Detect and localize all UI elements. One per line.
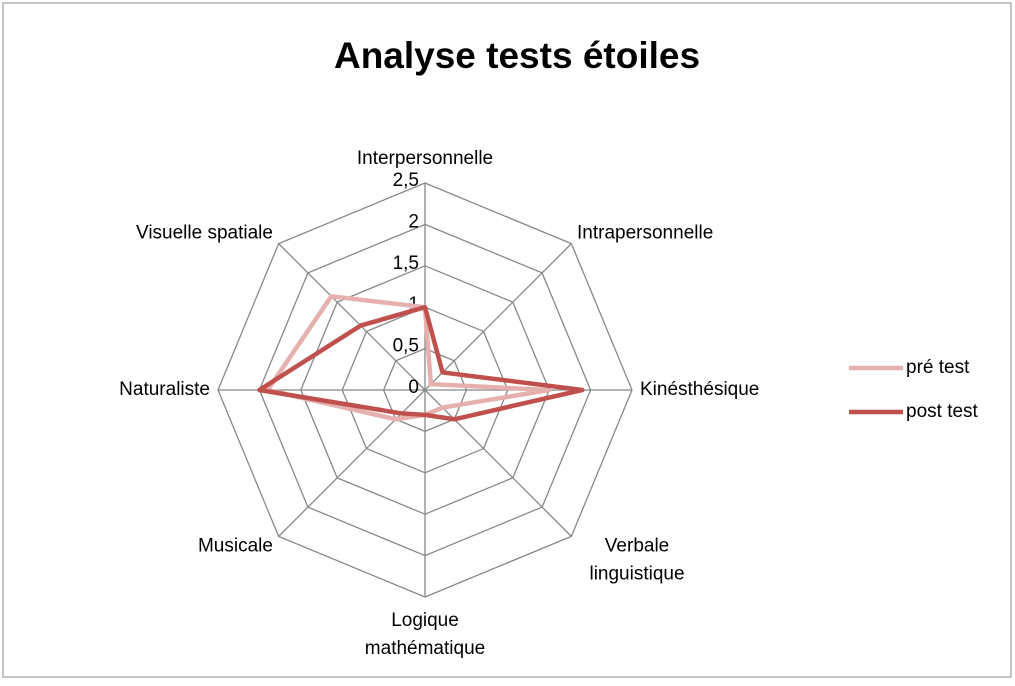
axis-line — [424, 243, 572, 391]
y-tick-label: 0,5 — [393, 336, 419, 357]
category-label: Kinésthésique — [640, 379, 759, 400]
y-tick-label: 2,5 — [393, 170, 419, 191]
series-line — [257, 304, 585, 422]
category-label: Naturaliste — [119, 379, 210, 400]
y-tick-label: 1,5 — [393, 253, 419, 274]
category-label: Verbale linguistique — [589, 535, 684, 584]
category-label: Intrapersonnelle — [577, 223, 713, 244]
category-label: Logique mathématique — [365, 610, 485, 659]
y-tick-label: 0 — [408, 377, 419, 398]
chart-title: Analyse tests étoiles — [334, 35, 700, 76]
y-tick-label: 2 — [408, 211, 419, 232]
axis-line — [278, 243, 426, 391]
category-label: Visuelle spatiale — [136, 223, 273, 244]
category-label: Musicale — [198, 535, 273, 556]
axis-line — [424, 389, 572, 537]
category-label: Interpersonnelle — [357, 148, 493, 169]
legend-label: post test — [906, 401, 979, 422]
legend-label: pré test — [906, 357, 970, 378]
